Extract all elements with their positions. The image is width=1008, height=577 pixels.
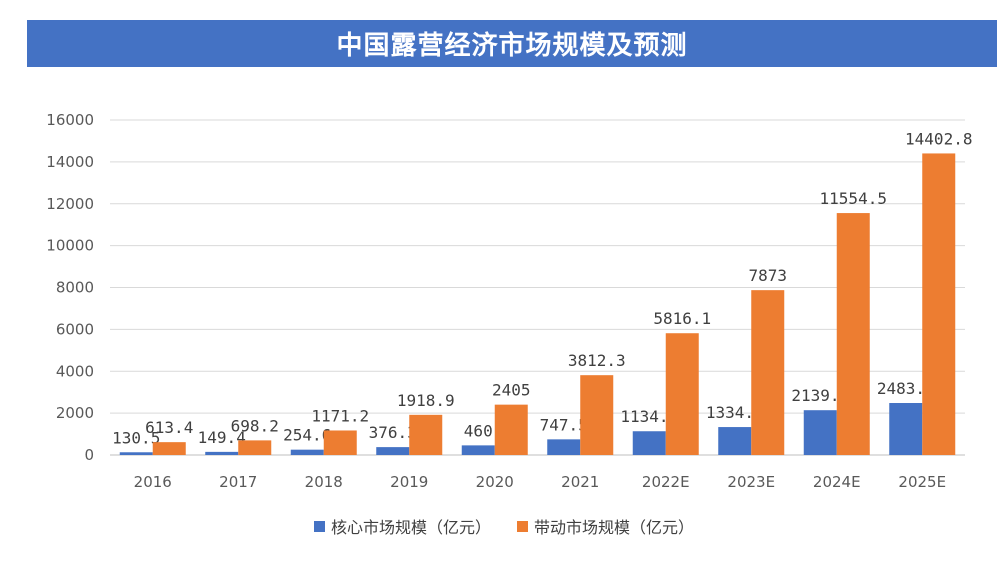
y-tick-label-12000: 12000 bbox=[46, 195, 94, 213]
bar-driven-2022E bbox=[665, 333, 699, 455]
bar-driven-2018 bbox=[323, 430, 357, 455]
chart-title: 中国露营经济市场规模及预测 bbox=[336, 31, 688, 61]
bar-core-2022E bbox=[632, 431, 666, 455]
data-label-driven-2018: 1171.2 bbox=[311, 406, 369, 425]
y-tick-label-16000: 16000 bbox=[46, 111, 94, 129]
x-tick-label-2025E: 2025E bbox=[898, 473, 946, 491]
x-tick-label-2024E: 2024E bbox=[813, 473, 861, 491]
bar-core-2023E bbox=[718, 427, 752, 455]
data-label-driven-2019: 1918.9 bbox=[397, 391, 455, 410]
bar-core-2025E bbox=[889, 403, 923, 455]
y-tick-label-14000: 14000 bbox=[46, 153, 94, 171]
data-label-driven-2024E: 11554.5 bbox=[820, 189, 887, 208]
data-label-core-2024E: 2139.7 bbox=[791, 386, 849, 405]
bar-driven-2023E bbox=[751, 290, 785, 455]
data-label-core-2016: 130.5 bbox=[112, 428, 160, 447]
bar-core-2021 bbox=[547, 439, 581, 455]
data-label-core-2018: 254.6 bbox=[283, 426, 331, 445]
data-label-driven-2022E: 5816.1 bbox=[653, 309, 711, 328]
bar-driven-2016 bbox=[152, 442, 186, 455]
bar-driven-2024E bbox=[836, 213, 870, 455]
x-tick-label-2016: 2016 bbox=[134, 473, 172, 491]
x-tick-label-2017: 2017 bbox=[219, 473, 257, 491]
data-label-core-2019: 376.3 bbox=[369, 423, 417, 442]
bar-driven-2020 bbox=[494, 404, 528, 455]
bar-core-2019 bbox=[376, 447, 410, 455]
data-label-driven-2023E: 7873 bbox=[748, 266, 787, 285]
bar-core-2017 bbox=[205, 451, 239, 455]
data-label-core-2021: 747.5 bbox=[540, 415, 588, 434]
bar-driven-2019 bbox=[409, 414, 443, 455]
bar-core-2024E bbox=[803, 410, 837, 455]
x-tick-label-2023E: 2023E bbox=[727, 473, 775, 491]
legend-item-core: 核心市场规模（亿元） bbox=[313, 514, 491, 538]
bar-core-2016 bbox=[119, 452, 153, 455]
y-tick-label-4000: 4000 bbox=[56, 362, 94, 380]
y-tick-label-8000: 8000 bbox=[56, 279, 94, 297]
y-tick-label-10000: 10000 bbox=[46, 237, 94, 255]
title-banner: 中国露营经济市场规模及预测 bbox=[27, 20, 997, 67]
data-label-driven-2020: 2405 bbox=[492, 381, 531, 400]
bar-core-2020 bbox=[461, 445, 495, 455]
legend-swatch-driven bbox=[517, 520, 528, 532]
legend-item-driven: 带动市场规模（亿元） bbox=[517, 514, 694, 538]
legend: 核心市场规模（亿元） 带动市场规模（亿元） bbox=[0, 514, 1008, 538]
x-tick-label-2018: 2018 bbox=[305, 473, 343, 491]
legend-label-driven: 带动市场规模（亿元） bbox=[534, 518, 695, 537]
data-label-driven-2025E: 14402.8 bbox=[905, 129, 972, 148]
data-label-core-2017: 149.4 bbox=[198, 428, 246, 447]
bar-driven-2017 bbox=[238, 440, 272, 455]
x-tick-label-2021: 2021 bbox=[561, 473, 599, 491]
bar-core-2018 bbox=[290, 449, 324, 455]
x-tick-label-2019: 2019 bbox=[390, 473, 428, 491]
legend-swatch-core bbox=[313, 520, 325, 532]
bar-driven-2021 bbox=[580, 375, 614, 455]
data-label-core-2025E: 2483.2 bbox=[877, 379, 935, 398]
bar-driven-2025E bbox=[922, 153, 956, 455]
y-tick-label-6000: 6000 bbox=[56, 320, 94, 338]
x-tick-label-2022E: 2022E bbox=[642, 473, 690, 491]
y-tick-label-2000: 2000 bbox=[56, 404, 94, 422]
data-label-core-2022E: 1134.7 bbox=[620, 407, 678, 426]
x-tick-label-2020: 2020 bbox=[476, 473, 514, 491]
legend-label-core: 核心市场规模（亿元） bbox=[330, 518, 491, 537]
data-label-driven-2021: 3812.3 bbox=[568, 351, 626, 370]
data-label-driven-2016: 613.4 bbox=[145, 418, 193, 437]
y-tick-label-0: 0 bbox=[84, 446, 94, 464]
data-label-core-2020: 460 bbox=[464, 421, 493, 440]
data-label-core-2023E: 1334.4 bbox=[706, 403, 764, 422]
data-label-driven-2017: 698.2 bbox=[231, 416, 279, 435]
